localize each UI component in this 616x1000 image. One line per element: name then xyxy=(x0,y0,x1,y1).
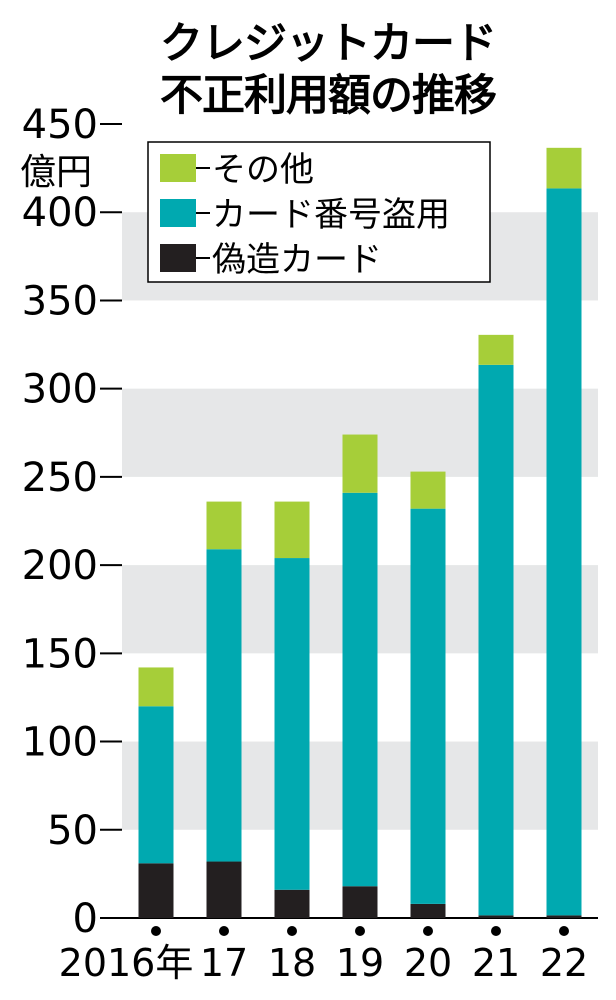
bar-segment xyxy=(546,915,582,918)
x-tick-label: 19 xyxy=(336,941,384,985)
legend-swatch xyxy=(160,199,196,227)
x-tick-dot xyxy=(151,926,161,936)
bar-segment xyxy=(546,147,582,189)
x-tick-label: 17 xyxy=(200,941,248,985)
bars xyxy=(138,147,582,918)
bar-segment xyxy=(138,863,174,918)
x-tick-label: 18 xyxy=(268,941,316,985)
bar-segment xyxy=(410,471,446,509)
y-tick-label: 400 xyxy=(22,190,98,236)
legend-label: その他 xyxy=(212,150,314,190)
x-tick-dot xyxy=(287,926,297,936)
bar-segment xyxy=(206,549,242,862)
bar-segment xyxy=(138,667,174,707)
y-tick-label: 200 xyxy=(22,543,98,589)
bar-segment xyxy=(410,903,446,918)
bar-segment xyxy=(274,558,310,890)
x-tick-dot xyxy=(559,926,569,936)
y-tick-label: 350 xyxy=(22,278,98,324)
y-tick-label: 50 xyxy=(47,808,98,854)
bar-segment xyxy=(274,889,310,918)
x-tick-dot xyxy=(355,926,365,936)
legend-label: 偽造カード xyxy=(212,240,382,280)
x-tick-label: 21 xyxy=(472,941,520,985)
legend-swatch xyxy=(160,154,196,182)
bar-segment xyxy=(342,434,378,493)
bar-segment xyxy=(342,886,378,918)
x-tick-label: 22 xyxy=(540,941,588,985)
bar-segment xyxy=(274,501,310,559)
y-tick-label: 0 xyxy=(73,896,98,942)
bar-segment xyxy=(478,334,514,365)
chart-title-line-2: 不正利用額の推移 xyxy=(160,71,497,121)
bar-segment xyxy=(410,508,446,904)
bar-segment xyxy=(546,188,582,916)
legend-label: カード番号盗用 xyxy=(212,195,450,235)
y-unit-label: 億円 xyxy=(20,152,92,193)
x-tick-dot xyxy=(423,926,433,936)
y-tick-label: 150 xyxy=(22,631,98,677)
bar-segment xyxy=(206,861,242,918)
chart-title: クレジットカード 不正利用額の推移 xyxy=(160,18,497,122)
x-tick-dot xyxy=(491,926,501,936)
x-axis-ticks: 2016年 17 18 19 20 21 22 xyxy=(59,926,588,985)
y-tick-label: 100 xyxy=(22,720,98,766)
y-tick-label: 450 xyxy=(22,102,98,148)
x-tick-dot xyxy=(219,926,229,936)
bar-segment xyxy=(478,364,514,916)
x-tick-label: 2016年 xyxy=(59,941,194,985)
legend-swatch xyxy=(160,244,196,272)
bar-segment xyxy=(206,501,242,550)
x-tick-label: 20 xyxy=(404,941,452,985)
y-tick-label: 300 xyxy=(22,367,98,413)
bar-segment xyxy=(138,706,174,864)
bar-segment xyxy=(342,492,378,887)
y-tick-label: 250 xyxy=(22,455,98,501)
chart-title-line-1: クレジットカード xyxy=(160,19,497,69)
bar-segment xyxy=(478,915,514,918)
